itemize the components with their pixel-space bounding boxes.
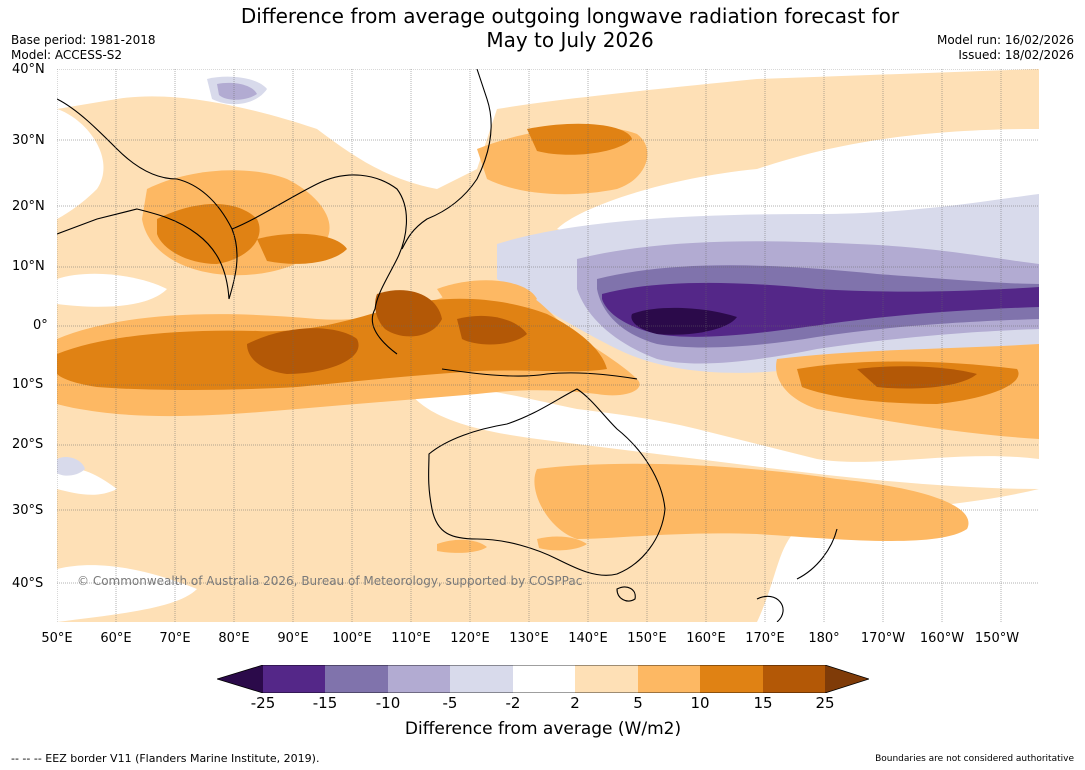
colorbar-swatch [263, 665, 325, 693]
copyright-notice: © Commonwealth of Australia 2026, Bureau… [77, 574, 583, 588]
lat-label: 30°N [12, 133, 45, 148]
lon-label: 60°E [100, 631, 132, 646]
colorbar-swatch [325, 665, 388, 693]
lat-label: 20°S [12, 437, 44, 452]
colorbar-tick: 25 [815, 694, 835, 712]
colorbar-tick: 2 [570, 694, 580, 712]
eez-footnote: -- -- -- EEZ border V11 (Flanders Marine… [11, 752, 320, 765]
meta-left: Base period: 1981-2018 Model: ACCESS-S2 [11, 33, 156, 63]
model-run: Model run: 16/02/2026 [936, 33, 1074, 47]
lon-label: 170°E [745, 631, 785, 646]
issued-date: Issued: 18/02/2026 [958, 48, 1074, 62]
lon-label: 180° [808, 631, 840, 646]
colorbar-swatch [513, 665, 575, 693]
lon-label: 120°E [450, 631, 490, 646]
colorbar-swatch [388, 665, 450, 693]
lat-label: 0° [33, 318, 48, 333]
colorbar-tick: -5 [442, 694, 458, 712]
model-name: Model: ACCESS-S2 [11, 48, 123, 62]
lon-label: 150°W [974, 631, 1020, 646]
colorbar-swatch [763, 665, 825, 693]
lon-label: 170°W [860, 631, 906, 646]
lon-label: 160°W [919, 631, 965, 646]
map-title: Difference from average outgoing longwav… [0, 4, 1085, 52]
lon-label: 130°E [509, 631, 549, 646]
lon-label: 80°E [218, 631, 250, 646]
colorbar-swatch [450, 665, 513, 693]
title-line-1: Difference from average outgoing longwav… [240, 4, 900, 28]
anomaly-map [57, 69, 1039, 622]
lon-label: 70°E [159, 631, 191, 646]
colorbar-tick: -25 [250, 694, 276, 712]
pos-15-to-25-areas [247, 290, 977, 389]
graticule [57, 69, 1039, 622]
colorbar-swatch [217, 665, 263, 693]
colorbar-tick: 10 [690, 694, 710, 712]
colorbar-swatch [638, 665, 700, 693]
colorbar-tick: -15 [312, 694, 338, 712]
colorbar-swatch [700, 665, 763, 693]
lat-label: 20°N [12, 199, 45, 214]
lat-label: 40°S [12, 576, 44, 591]
lon-label: 50°E [41, 631, 73, 646]
meta-right: Model run: 16/02/2026 Issued: 18/02/2026 [937, 33, 1074, 63]
coastlines [57, 69, 838, 622]
lat-label: 10°S [12, 377, 44, 392]
colorbar-tick: -10 [375, 694, 401, 712]
lat-label: 10°N [12, 259, 45, 274]
lon-label: 90°E [277, 631, 309, 646]
colorbar-label: Difference from average (W/m2) [404, 719, 682, 739]
lon-label: 160°E [686, 631, 726, 646]
colorbar-swatch [575, 665, 638, 693]
colorbar-tick: 5 [633, 694, 643, 712]
colorbar [217, 665, 869, 693]
colorbar-tick: 15 [753, 694, 773, 712]
lat-label: 30°S [12, 503, 44, 518]
lon-label: 110°E [391, 631, 431, 646]
lt-neg25-areas [631, 307, 737, 335]
title-line-2: May to July 2026 [486, 28, 654, 52]
lon-label: 150°E [627, 631, 667, 646]
lon-label: 100°E [332, 631, 372, 646]
colorbar-tick: -2 [505, 694, 521, 712]
base-period: Base period: 1981-2018 [11, 33, 156, 47]
lat-label: 40°N [12, 62, 45, 77]
boundaries-disclaimer: Boundaries are not considered authoritat… [875, 754, 1074, 764]
colorbar-swatch [825, 665, 869, 693]
lon-label: 140°E [568, 631, 608, 646]
